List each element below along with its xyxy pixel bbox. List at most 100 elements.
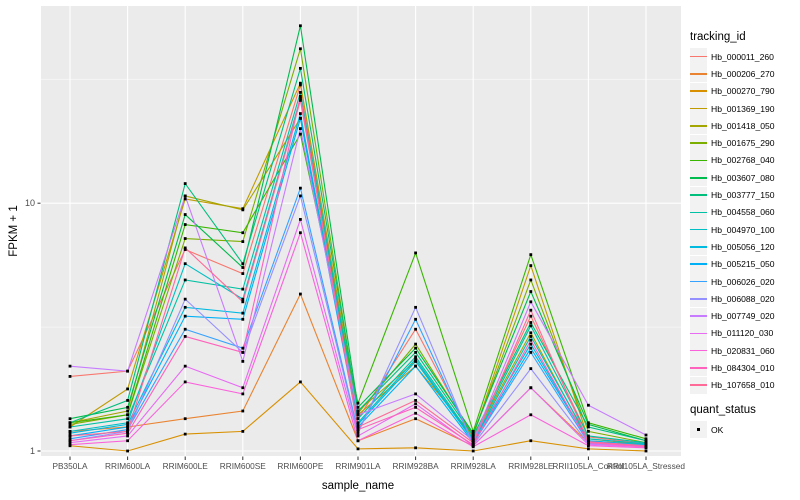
data-point [183,197,187,201]
legend-item-Hb_001418_050: Hb_001418_050 [690,117,800,135]
data-point [68,431,72,435]
line-sample-icon [690,90,707,93]
data-point [183,297,187,301]
data-point [356,429,360,433]
data-point [126,429,129,433]
line-sample-icon [690,176,707,179]
data-point [644,449,648,453]
data-point [414,350,417,354]
data-point [183,432,187,436]
legend-label: Hb_006088_020 [711,293,775,304]
legend-item-Hb_011120_030: Hb_011120_030 [690,324,800,342]
data-point [587,447,590,451]
line-sample-icon [690,367,707,369]
data-point [68,429,72,433]
data-point [529,338,533,342]
data-point [68,434,72,438]
data-point [183,223,187,226]
data-point [183,335,187,338]
y-tick-label: 1 [30,446,35,456]
legend-title-quant-status: quant_status [690,403,756,416]
legend-label: Hb_005056_120 [711,241,775,252]
data-point [126,423,129,426]
data-point [68,439,72,443]
data-point [299,194,302,198]
legend-key [690,82,707,100]
legend-label: Hb_000011_260 [711,51,774,62]
legend-label: Hb_020831_060 [711,345,775,356]
data-point [529,439,533,443]
data-point [356,428,360,432]
data-point [414,364,417,368]
legend-label: Hb_011120_030 [711,328,774,339]
legend-key [690,134,707,152]
data-point [356,405,360,409]
data-point [299,112,302,115]
legend-label: Hb_005215_050 [711,259,775,270]
data-point [471,431,475,435]
data-point [68,437,72,441]
legend-label: Hb_001369_190 [711,103,775,114]
data-point [414,305,417,309]
data-point [356,425,360,429]
data-point [644,437,648,441]
data-point [356,431,360,435]
data-point [471,439,475,443]
data-point [414,392,417,396]
data-point [471,441,475,445]
data-point [126,428,129,432]
data-point [68,425,72,429]
data-point [414,417,417,421]
legend-key [690,221,707,239]
data-point [183,278,187,282]
data-point [299,186,302,190]
square-point-icon [696,427,701,432]
legend-item-Hb_084304_010: Hb_084304_010 [690,359,800,377]
legend-label: Hb_004558_060 [711,207,775,218]
data-point [299,218,302,221]
line-sample-icon [690,332,707,335]
data-point [529,346,533,350]
data-point [471,437,475,441]
legend-item-Hb_004558_060: Hb_004558_060 [690,203,800,221]
data-point [587,434,590,438]
panel-background [41,6,681,456]
legend-item-Hb_001675_290: Hb_001675_290 [690,134,800,152]
data-point [126,417,129,421]
data-point [644,433,648,437]
legend-items: Hb_000011_260 Hb_000206_270 Hb_000270_790 H… [690,48,800,394]
legend-key [690,151,707,169]
legend-key [690,169,707,187]
data-point [241,359,245,363]
data-point [299,98,302,102]
data-point [241,266,245,269]
data-point [414,402,417,406]
data-point [356,421,360,425]
line-sample-icon [690,228,707,231]
data-point [471,434,475,438]
legend-label: Hb_006026_020 [711,276,775,287]
data-point [241,311,245,315]
data-point [414,317,417,321]
legend-title-tracking-id: tracking_id [690,31,746,43]
legend-key [690,48,707,66]
data-point [183,182,187,185]
legend-item-Hb_000011_260: Hb_000011_260 [690,48,800,66]
legend-item-Hb_005056_120: Hb_005056_120 [690,238,800,256]
data-point [529,308,533,312]
data-point [126,399,129,402]
data-point [183,380,187,384]
data-point [529,314,533,318]
data-point [126,449,129,453]
data-point [241,392,245,396]
data-point [414,359,417,363]
legend-key [690,203,707,221]
data-point [183,417,187,421]
data-point [241,262,245,266]
x-tick-label: PB350LA [52,461,88,471]
data-point [241,317,245,321]
data-point [126,409,129,413]
data-point [241,208,245,212]
legend-item-Hb_002768_040: Hb_002768_040 [690,151,800,169]
legend-key [690,255,707,273]
